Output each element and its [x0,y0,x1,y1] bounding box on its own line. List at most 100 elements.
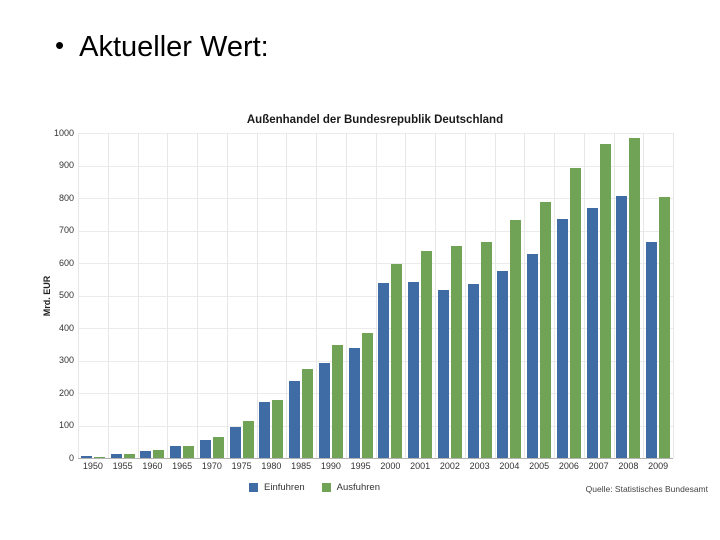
x-tick-label: 1965 [172,461,193,471]
legend-swatch-icon [321,483,331,492]
vgridline [226,133,228,458]
bar-einfuhren-2003 [467,284,479,458]
slide-title-row: • Aktueller Wert: [55,31,269,64]
bar-einfuhren-2008 [616,196,628,458]
x-tick-label: 2009 [648,461,669,471]
bar-ausfuhren-2005 [540,202,552,458]
legend-item-einfuhren: Einfuhren [249,482,305,493]
bar-einfuhren-1985 [289,381,301,458]
vgridline [435,133,436,458]
x-tick-label: 2000 [380,461,401,471]
vgridline [583,133,585,458]
x-tick-label: 2001 [410,461,431,471]
vgridline [405,133,407,458]
plot-area [78,133,674,459]
y-tick-label: 400 [58,322,74,333]
x-tick-label: 1955 [112,461,133,471]
vgridline [673,133,674,458]
bar-ausfuhren-2007 [599,144,611,458]
bar-ausfuhren-2009 [659,196,671,458]
bar-ausfuhren-2004 [510,220,522,458]
y-tick-label: 900 [58,160,74,170]
chart-title: Außenhandel der Bundesrepublik Deutschla… [246,114,504,126]
vgridline [345,133,347,458]
x-tick-label: 2007 [588,461,609,471]
vgridline [464,133,466,458]
vgridline [107,133,109,458]
legend-label: Einfuhren [264,482,305,493]
bar-ausfuhren-1965 [183,446,195,458]
bar-ausfuhren-2002 [450,246,462,458]
bar-ausfuhren-2001 [421,250,433,458]
bar-einfuhren-1960 [140,450,152,458]
y-tick-label: 700 [58,225,74,235]
y-tick-label: 500 [58,290,74,300]
x-tick-label: 1970 [201,461,222,471]
y-tick-label: 0 [68,452,74,463]
bar-ausfuhren-1980 [272,399,284,458]
bar-einfuhren-1955 [110,453,122,458]
bar-ausfuhren-1995 [361,333,373,458]
x-tick-label: 1975 [231,461,252,471]
vgridline [613,133,615,458]
bar-einfuhren-1995 [348,347,360,458]
vgridline [554,133,555,458]
vgridline [643,133,645,458]
vgridline [167,133,169,458]
y-tick-label: 800 [58,192,74,203]
vgridline [494,133,496,458]
legend-swatch-icon [249,483,258,492]
y-tick-label: 600 [58,257,74,268]
vgridline [286,133,288,458]
bar-einfuhren-2009 [646,242,658,458]
bar-einfuhren-1970 [199,439,211,458]
x-tick-label: 1995 [350,461,371,471]
bar-ausfuhren-1990 [331,344,343,458]
bar-einfuhren-2005 [527,253,539,458]
legend: Einfuhren Ausfuhren [249,482,380,493]
bar-ausfuhren-1970 [212,437,224,458]
bar-ausfuhren-1950 [93,456,105,458]
source-note: Quelle: Statistisches Bundesamt [585,484,708,494]
bar-einfuhren-2000 [378,283,390,458]
vgridline [524,133,526,458]
bar-einfuhren-1980 [259,401,271,458]
bar-ausfuhren-1955 [123,453,135,458]
x-tick-label: 1950 [82,461,103,471]
bar-einfuhren-2007 [586,207,598,458]
bar-einfuhren-1990 [318,362,330,458]
x-tick-label: 2008 [618,461,639,471]
legend-item-ausfuhren: Ausfuhren [321,482,380,493]
vgridline [375,133,377,458]
x-tick-label: 2006 [558,461,579,471]
y-tick-label: 1000 [53,127,74,138]
bar-einfuhren-1950 [80,456,92,458]
bar-ausfuhren-2008 [629,138,641,458]
slide-title: Aktueller Wert: [79,31,269,63]
vgridline [78,133,79,458]
bar-ausfuhren-1985 [302,368,314,458]
vgridline [137,133,139,458]
bullet-icon: • [55,30,65,60]
bar-einfuhren-2002 [437,289,449,458]
bar-ausfuhren-1960 [153,450,165,458]
x-tick-label: 2002 [439,461,460,471]
x-tick-label: 2004 [499,461,520,471]
x-tick-label: 2003 [469,461,490,471]
foreign-trade-bar-chart: Außenhandel der Bundesrepublik Deutschla… [40,106,710,506]
bar-einfuhren-2004 [497,271,509,458]
y-tick-label: 200 [58,387,74,398]
x-tick-label: 1980 [261,461,282,471]
x-tick-label: 2005 [529,461,550,471]
bar-ausfuhren-1975 [242,421,254,458]
legend-label: Ausfuhren [336,482,380,493]
x-tick-label: 1960 [142,461,163,471]
bar-einfuhren-1975 [229,427,241,458]
x-tick-label: 1985 [291,461,312,471]
bar-einfuhren-2006 [556,219,568,458]
bar-einfuhren-2001 [408,281,420,458]
y-tick-label: 100 [58,420,74,430]
bar-einfuhren-1965 [170,446,182,458]
x-tick-label: 1990 [320,461,341,471]
